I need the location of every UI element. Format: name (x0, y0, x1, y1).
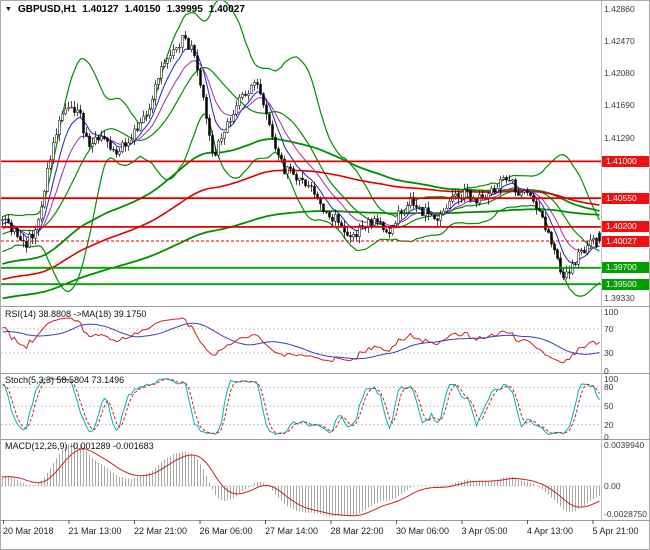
date-label: 26 Mar 06:00 (199, 526, 253, 536)
price-axis-label: 1.41690 (604, 99, 635, 110)
bollinger-middle-band (2, 66, 600, 252)
date-label: 21 Mar 13:00 (68, 526, 122, 536)
rsi-axis-label: 100 (604, 307, 619, 317)
chart-header: ▼ GBPUSD,H1 1.40127 1.40150 1.39995 1.40… (5, 4, 245, 15)
stoch-axis-label: 50 (604, 401, 614, 411)
price-level-badge[interactable]: 1.40200 (602, 221, 649, 233)
date-label: 3 Apr 05:00 (461, 526, 508, 536)
rsi-axis-label: 70 (604, 324, 614, 334)
macd-axis-label: 0.00 (604, 481, 621, 491)
stoch-axis-label: 100 (604, 374, 619, 384)
rsi-axis-label: 0 (604, 366, 609, 376)
quote-close: 1.40027 (208, 4, 245, 15)
candles (1, 31, 601, 281)
price-level-badge[interactable]: 1.39700 (602, 262, 649, 274)
price-level-badge[interactable]: 1.40550 (602, 192, 649, 204)
stoch-indicator-label: Stoch(5,3,3) 58.5804 73.1496 (5, 375, 125, 385)
bollinger-lower-band (2, 113, 600, 297)
macd-indicator-label: MACD(12,26,9) -0.001289 -0.001683 (5, 441, 154, 451)
date-label: 30 Mar 06:00 (396, 526, 450, 536)
price-axis-label: 1.42860 (604, 4, 635, 15)
bollinger-upper-band (2, 1, 601, 221)
price-axis-label: 1.42470 (604, 35, 635, 46)
price-axis-label: 1.41290 (604, 132, 635, 143)
stoch-axis-label: 80 (604, 382, 614, 393)
quote-low: 1.39995 (166, 4, 203, 15)
symbol-dropdown-icon: ▼ (5, 5, 12, 13)
macd-axis-label: -0.0028750 (604, 509, 648, 519)
date-label: 28 Mar 22:00 (330, 526, 384, 536)
quote-high: 1.40150 (124, 4, 161, 15)
stoch-signal-line (2, 378, 600, 435)
rsi-axis-label: 30 (604, 348, 614, 358)
macd-axis-label: 0.0039940 (604, 440, 645, 450)
date-label: 5 Apr 21:00 (592, 526, 639, 536)
price-level-badge[interactable]: 1.41000 (602, 155, 649, 167)
green-ma-slow (2, 208, 600, 300)
price-level-badge: 1.40027 (602, 235, 649, 247)
stoch-axis-label: 20 (604, 419, 614, 430)
stoch-axis-label: 0 (604, 432, 609, 442)
price-level-badge[interactable]: 1.39500 (602, 278, 649, 290)
rsi-indicator-label: RSI(14) 38.8808 ->MA(18) 39.1750 (5, 309, 147, 319)
rsi-ma-line (2, 322, 600, 360)
date-label: 27 Mar 14:00 (265, 526, 319, 536)
price-axis-label: 1.39330 (604, 293, 635, 304)
date-label: 20 Mar 2018 (3, 526, 54, 536)
macd-signal-line (2, 448, 600, 517)
quote-open: 1.40127 (82, 4, 119, 15)
date-label: 22 Mar 21:00 (134, 526, 188, 536)
date-label: 4 Apr 13:00 (527, 526, 574, 536)
price-axis-label: 1.42080 (604, 67, 635, 78)
symbol-timeframe-label: GBPUSD,H1 (17, 4, 77, 15)
rsi-line (2, 317, 600, 364)
